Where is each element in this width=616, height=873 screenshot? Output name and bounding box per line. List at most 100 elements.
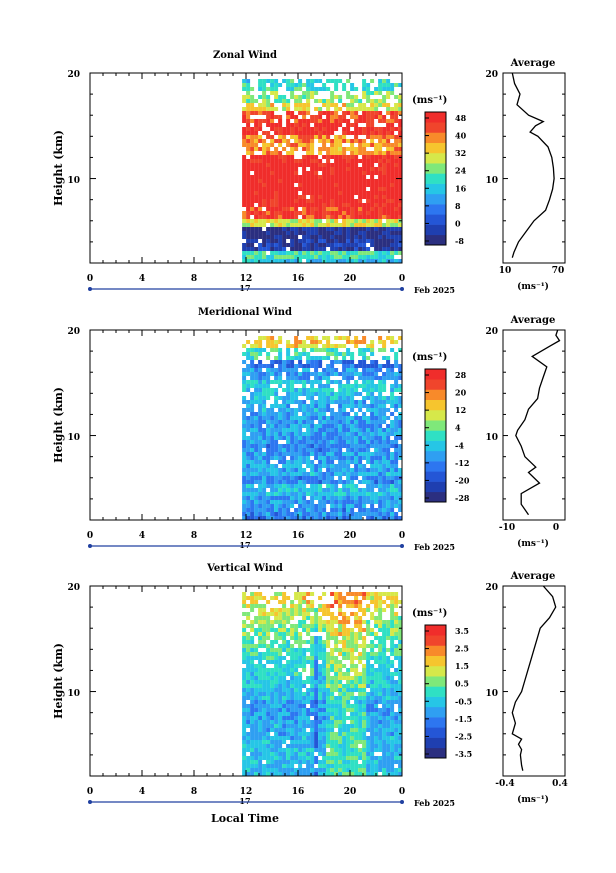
heatmap-cell xyxy=(370,732,375,736)
heatmap-cell xyxy=(358,508,363,512)
heatmap-cell xyxy=(310,372,315,376)
heatmap-cell xyxy=(370,416,375,420)
heatmap-cell xyxy=(326,756,331,760)
heatmap-cell xyxy=(358,183,363,187)
heatmap-cell xyxy=(286,143,291,147)
heatmap-cell xyxy=(330,724,335,728)
heatmap-cell xyxy=(306,724,311,728)
heatmap-cell xyxy=(374,428,379,432)
heatmap-cell xyxy=(290,736,295,740)
heatmap-cell xyxy=(334,103,339,107)
heatmap-cell xyxy=(290,712,295,716)
heatmap-cell xyxy=(390,592,395,596)
heatmap-cell xyxy=(326,139,331,143)
heatmap-cell xyxy=(350,340,355,344)
heatmap-cell xyxy=(250,724,255,728)
heatmap-cell xyxy=(278,468,283,472)
heatmap-cell xyxy=(270,668,275,672)
heatmap-cell xyxy=(378,143,383,147)
heatmap-cell xyxy=(366,95,371,99)
heatmap-cell xyxy=(398,83,403,87)
heatmap-cell xyxy=(338,416,343,420)
heatmap-cell xyxy=(366,107,371,111)
heatmap-cell xyxy=(282,752,287,756)
heatmap-cell xyxy=(254,195,259,199)
heatmap-cell xyxy=(350,428,355,432)
heatmap-cell xyxy=(354,235,359,239)
heatmap-cell xyxy=(266,492,271,496)
heatmap-cell xyxy=(318,235,323,239)
heatmap-cell xyxy=(274,632,279,636)
heatmap-cell xyxy=(282,155,287,159)
heatmap-cell xyxy=(262,508,267,512)
heatmap-cell xyxy=(286,644,291,648)
heatmap-cell xyxy=(330,392,335,396)
heatmap-cell xyxy=(338,139,343,143)
heatmap-cell xyxy=(378,91,383,95)
heatmap-cell xyxy=(358,712,363,716)
heatmap-cell xyxy=(310,251,315,255)
heatmap-cell xyxy=(298,440,303,444)
heatmap-cell xyxy=(286,420,291,424)
heatmap-cell xyxy=(302,352,307,356)
heatmap-cell xyxy=(258,227,263,231)
heatmap-cell xyxy=(386,155,391,159)
heatmap-cell xyxy=(278,424,283,428)
heatmap-cell xyxy=(350,708,355,712)
heatmap-cell xyxy=(342,720,347,724)
heatmap-cell xyxy=(322,508,327,512)
heatmap-cell xyxy=(362,448,367,452)
heatmap-cell xyxy=(314,227,319,231)
heatmap-cell xyxy=(370,404,375,408)
heatmap-cell xyxy=(334,380,339,384)
heatmap-cell xyxy=(334,360,339,364)
heatmap-cell xyxy=(366,211,371,215)
heatmap-cell xyxy=(270,656,275,660)
heatmap-cell xyxy=(378,700,383,704)
heatmap-cell xyxy=(286,227,291,231)
heatmap-cell xyxy=(334,143,339,147)
heatmap-cell xyxy=(298,183,303,187)
heatmap-cell xyxy=(274,175,279,179)
heatmap-cell xyxy=(330,163,335,167)
heatmap-cell xyxy=(350,420,355,424)
heatmap-cell xyxy=(338,720,343,724)
heatmap-cell xyxy=(374,183,379,187)
heatmap-cell xyxy=(338,604,343,608)
heatmap-cell xyxy=(274,235,279,239)
y-tick-label-10: 10 xyxy=(67,689,80,699)
heatmap-cell xyxy=(302,504,307,508)
heatmap-cell xyxy=(382,191,387,195)
heatmap-cell xyxy=(294,488,299,492)
heatmap-cell xyxy=(278,592,283,596)
heatmap-cell xyxy=(378,600,383,604)
heatmap-cell xyxy=(370,452,375,456)
heatmap-cell xyxy=(318,436,323,440)
heatmap-cell xyxy=(298,111,303,115)
heatmap-cell xyxy=(270,444,275,448)
heatmap-cell xyxy=(370,704,375,708)
heatmap-cell xyxy=(294,424,299,428)
heatmap-cell xyxy=(302,496,307,500)
heatmap-cell xyxy=(374,187,379,191)
heatmap-cell xyxy=(394,227,399,231)
heatmap-cell xyxy=(274,87,279,91)
heatmap-cell xyxy=(334,171,339,175)
heatmap-cell xyxy=(382,496,387,500)
heatmap-cell xyxy=(370,376,375,380)
heatmap-cell xyxy=(330,620,335,624)
heatmap-cell xyxy=(382,428,387,432)
heatmap-cell xyxy=(306,708,311,712)
heatmap-cell xyxy=(326,368,331,372)
heatmap-cell xyxy=(350,764,355,768)
heatmap-cell xyxy=(374,235,379,239)
heatmap-cell xyxy=(262,155,267,159)
heatmap-cell xyxy=(334,772,339,776)
heatmap-cell xyxy=(270,648,275,652)
heatmap-cell xyxy=(306,199,311,203)
heatmap-cell xyxy=(350,424,355,428)
heatmap-cell xyxy=(346,199,351,203)
heatmap-cell xyxy=(290,163,295,167)
heatmap-cell xyxy=(362,231,367,235)
heatmap-cell xyxy=(254,464,259,468)
